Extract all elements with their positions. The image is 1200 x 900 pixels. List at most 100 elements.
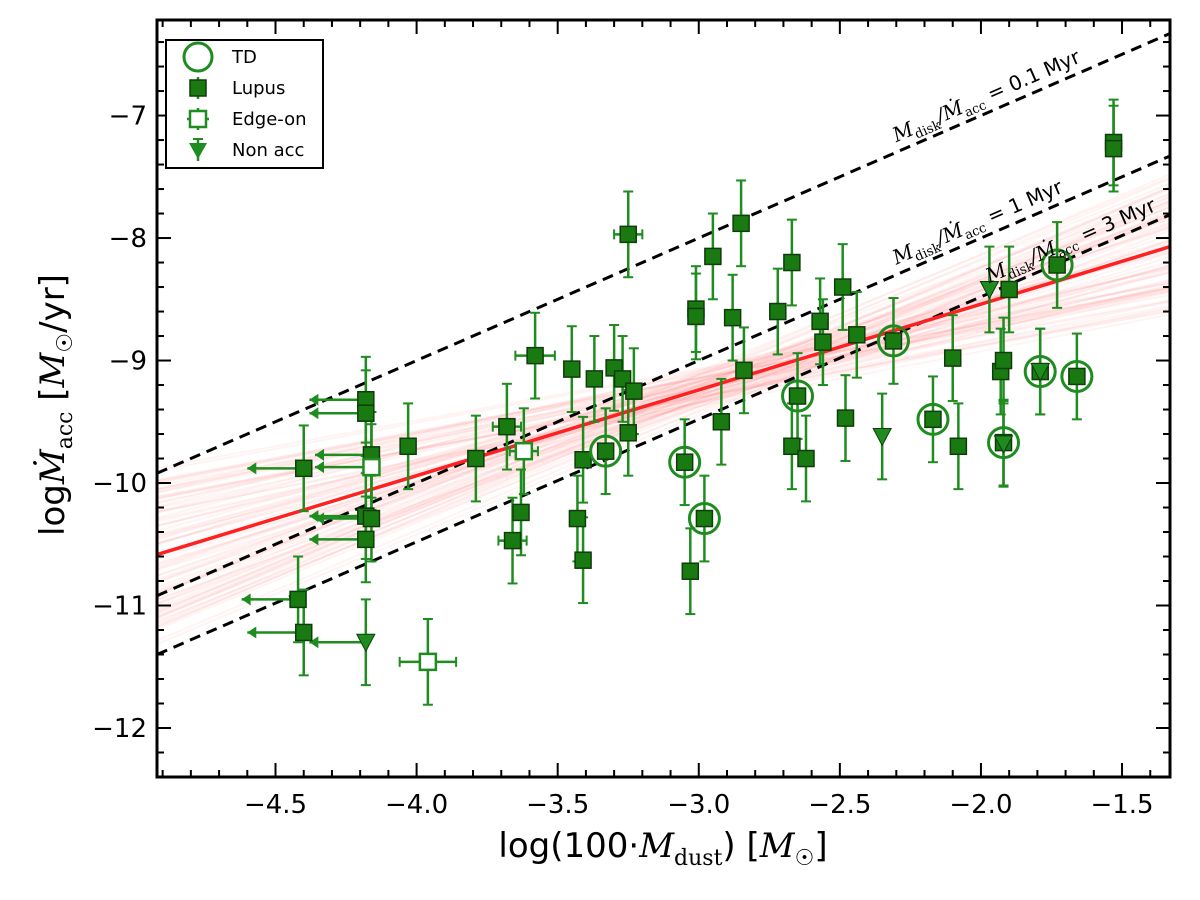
td-point xyxy=(987,426,1021,460)
td-point xyxy=(916,402,950,436)
non-acc-point xyxy=(355,633,376,653)
lupus-point xyxy=(625,382,643,400)
lupus-point xyxy=(994,351,1013,370)
legend-nonacc-icon xyxy=(189,143,207,159)
fit-sample-line xyxy=(157,286,1170,485)
fit-sample-line xyxy=(157,264,1170,528)
lupus-point xyxy=(814,333,832,351)
lupus-point xyxy=(943,349,962,367)
fit-sample-line xyxy=(157,287,1170,484)
fit-sample-line xyxy=(157,177,1170,610)
fit-sample-line xyxy=(157,173,1170,605)
lupus-point xyxy=(811,312,829,331)
x-tick-label: −1.5 xyxy=(1090,790,1153,820)
fit-sample-line xyxy=(157,203,1170,612)
lupus-point xyxy=(704,247,722,266)
x-tick-label: −2.5 xyxy=(808,790,871,820)
lupus-point xyxy=(949,437,968,456)
lupus-point xyxy=(687,307,705,326)
plot-frame xyxy=(155,18,1172,779)
y-tick-label: −9 xyxy=(109,347,147,377)
upper-limit-arrowhead xyxy=(309,636,319,649)
legend: TD Lupus Edge-on Non acc xyxy=(165,39,324,169)
x-tick-label: −4.0 xyxy=(385,790,448,820)
fit-sample-line xyxy=(157,214,1170,569)
lupus-point xyxy=(735,361,753,380)
td-point xyxy=(1060,359,1094,393)
lupus-point xyxy=(783,253,801,272)
td-point-core xyxy=(596,442,615,460)
fit-sample-line xyxy=(157,286,1170,527)
axis-ticks xyxy=(157,20,1170,778)
fit-sample-line xyxy=(157,267,1170,494)
fit-sample-line xyxy=(157,186,1170,620)
y-axis-label: logṀacc [M☉/yr] xyxy=(33,274,78,536)
legend-td-icon xyxy=(182,41,214,73)
edge-on-point xyxy=(418,652,438,672)
fit-sample-line xyxy=(157,195,1170,595)
td-point-core xyxy=(788,387,807,405)
lupus-point xyxy=(568,509,587,528)
fit-sample-line xyxy=(157,200,1170,605)
timescale-label: Mdisk/Ṁacc = 0.1 Myr xyxy=(888,44,1086,151)
lupus-point xyxy=(512,503,530,522)
upper-limit-arrowhead xyxy=(309,393,319,406)
lupus-point xyxy=(357,530,375,549)
upper-limit-arrowhead xyxy=(315,448,325,461)
td-point xyxy=(589,434,623,468)
legend-lupus-icon xyxy=(189,79,207,97)
fit-sample-line xyxy=(157,200,1170,624)
y-tick-label: −8 xyxy=(109,224,147,254)
td-point xyxy=(668,445,702,479)
td-point-core xyxy=(675,453,694,471)
fit-sample-line xyxy=(157,264,1170,564)
upper-limit-arrowhead xyxy=(309,407,319,420)
lupus-point xyxy=(769,302,787,321)
upper-limit-arrowhead xyxy=(241,593,251,606)
y-tick-label: −12 xyxy=(92,714,147,744)
lupus-point xyxy=(294,459,313,478)
x-axis-label: log(100·Mdust) [M☉] xyxy=(498,826,827,871)
lupus-point xyxy=(1000,280,1018,299)
upper-limit-arrowhead xyxy=(315,512,325,525)
lupus-point xyxy=(783,437,801,456)
td-point xyxy=(687,502,721,536)
td-point-core xyxy=(695,509,714,528)
fit-sample-line xyxy=(157,290,1170,494)
fit-sample-line xyxy=(157,266,1170,505)
lupus-point xyxy=(619,225,637,244)
fit-sample-line xyxy=(157,279,1170,514)
lupus-point xyxy=(289,590,307,609)
fit-sample-line xyxy=(157,285,1170,509)
y-tick-label: −11 xyxy=(92,592,147,622)
upper-limit-arrowhead xyxy=(247,462,257,475)
non-acc-point xyxy=(993,435,1014,454)
td-point xyxy=(1023,355,1057,389)
upper-limit-arrowhead xyxy=(309,533,319,546)
fit-uncertainty-band xyxy=(157,173,1170,646)
td-point-core xyxy=(1048,256,1066,274)
fit-sample-line xyxy=(157,282,1170,472)
edge-on-point xyxy=(514,441,534,461)
fit-sample-line xyxy=(157,176,1170,596)
lupus-point xyxy=(357,404,375,422)
fit-sample-line xyxy=(157,201,1170,629)
upper-limit-arrowhead xyxy=(247,626,257,639)
non-acc-point xyxy=(872,427,893,447)
legend-label: Lupus xyxy=(232,78,285,99)
lupus-point xyxy=(294,623,313,642)
fit-sample-line xyxy=(157,182,1170,597)
lupus-point xyxy=(498,417,516,436)
lupus-point xyxy=(362,509,381,528)
td-point xyxy=(876,324,910,358)
timescale-line xyxy=(157,154,1170,598)
lupus-point xyxy=(526,346,544,365)
fit-sample-line xyxy=(157,272,1170,490)
fit-sample-line xyxy=(157,199,1170,629)
fit-sample-line xyxy=(157,271,1170,536)
edge-on-point xyxy=(362,457,381,477)
fit-sample-line xyxy=(157,221,1170,555)
lupus-point xyxy=(833,278,852,296)
tick-labels: −4.5 −4.0 −3.5 −3.0 −2.5 −2.0 −1.5 −12 −11 −10 −9 −… xyxy=(92,102,1153,820)
